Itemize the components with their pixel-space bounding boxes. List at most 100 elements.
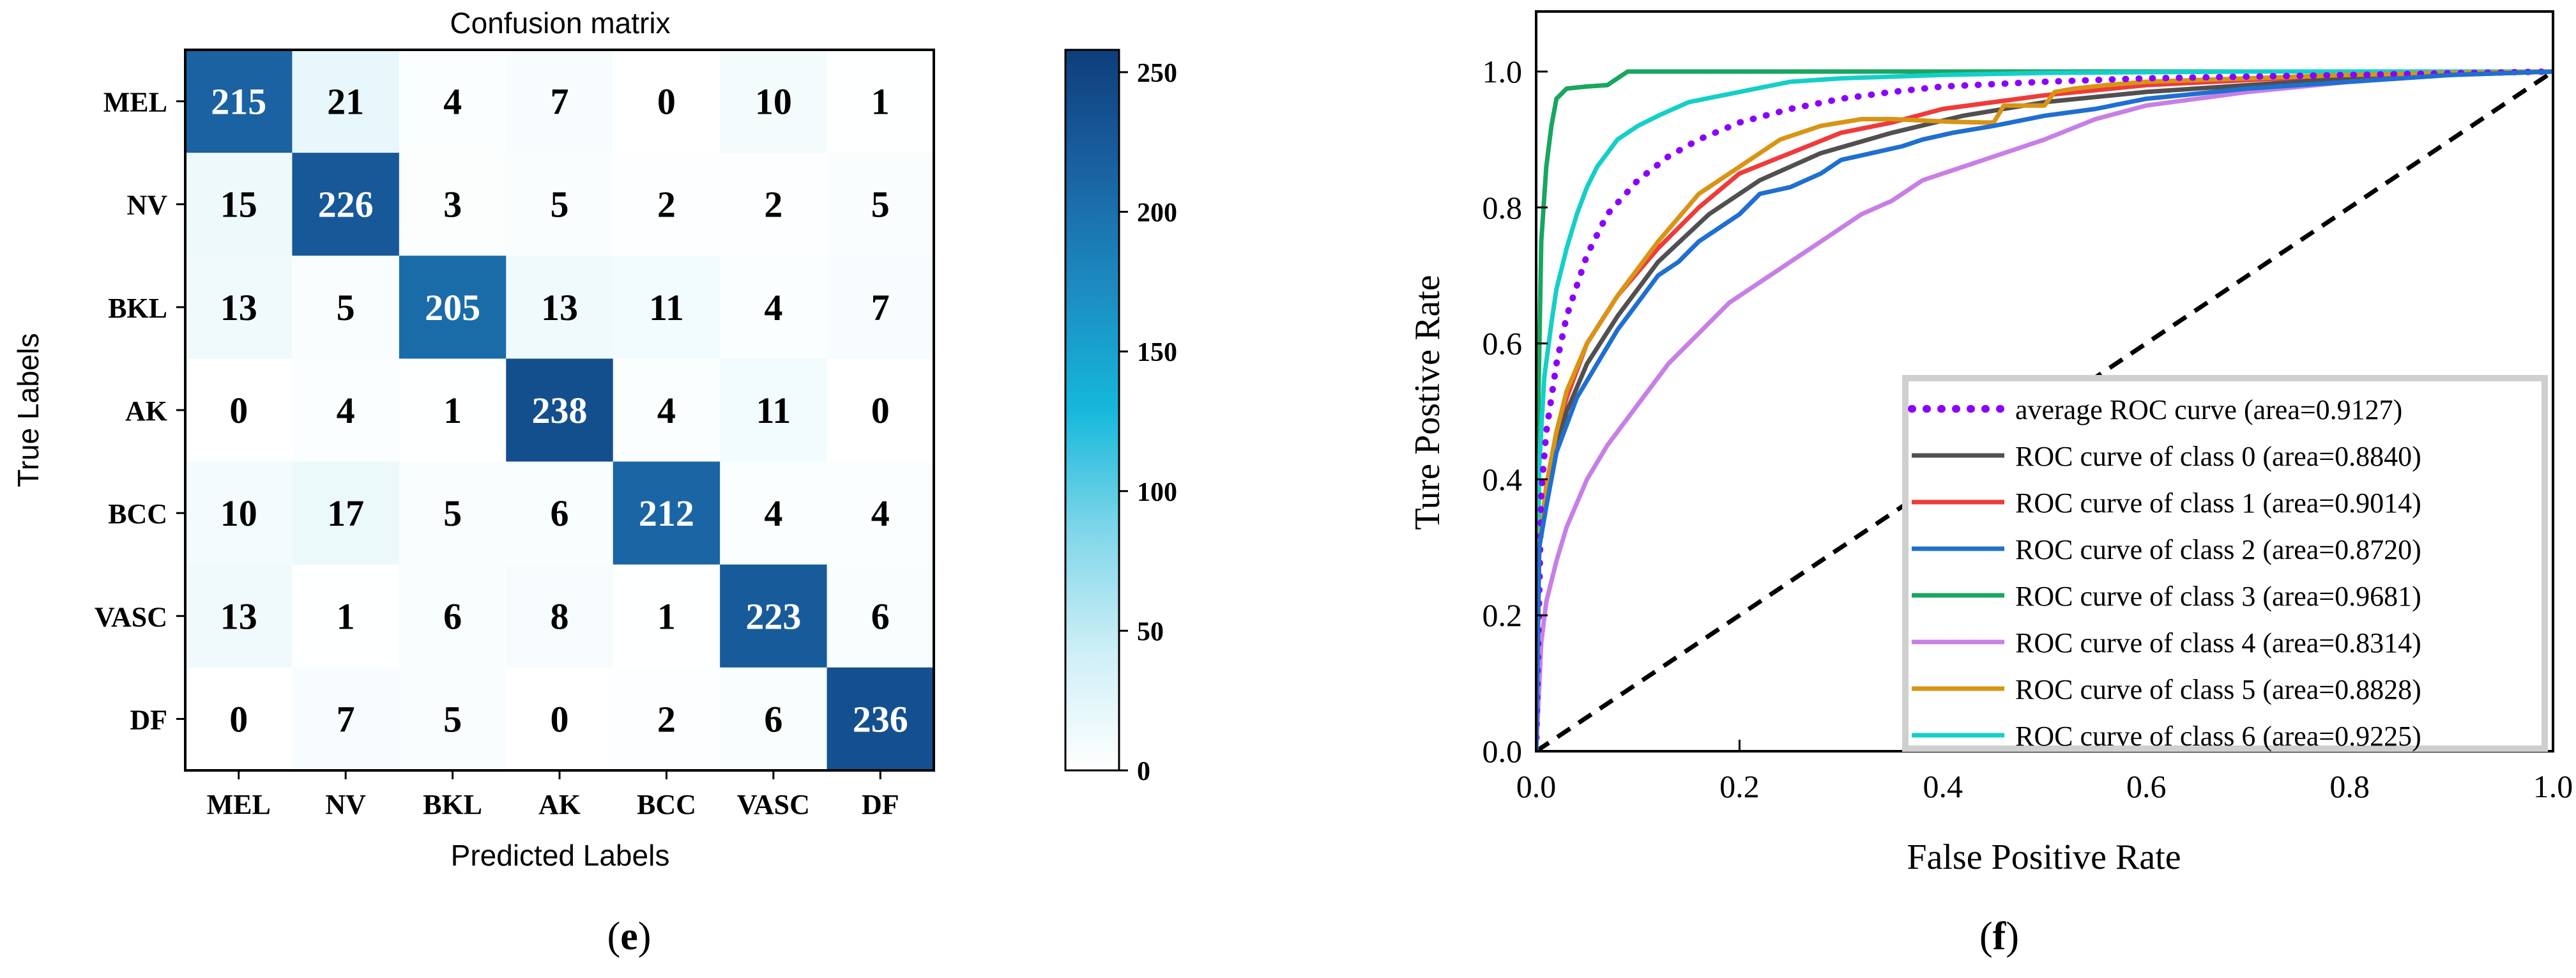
cm-value-ak-mel: 0 [229,390,248,431]
roc-legend: average ROC curve (area=0.9127) ROC curve… [1902,375,2548,752]
confusion-matrix-row-labels: MEL NV BKL AK BCC VASC DF [95,87,185,735]
roc-x-tick-label-0-0: 0.0 [1516,768,1557,804]
legend-label-roc-curve-of-class-3: ROC curve of class 3 (area=0.9681) [2015,581,2421,612]
colorbar-tick-label-0: 0 [1137,757,1150,786]
cm-value-vasc-bkl: 6 [443,595,462,637]
cm-value-nv-mel: 15 [220,184,257,225]
cm-value-ak-nv: 4 [337,390,355,431]
cm-cell-mel-bkl [399,50,507,153]
cm-col-label-bcc: BCC [637,789,696,820]
cm-cell-vasc-df [827,564,934,668]
cm-value-nv-nv: 226 [318,184,374,225]
legend-label-roc-curve-of-class-4: ROC curve of class 4 (area=0.8314) [2015,627,2421,659]
cm-value-df-nv: 7 [337,698,355,740]
legend-label-roc-curve-of-class-1: ROC curve of class 1 (area=0.9014) [2015,487,2421,519]
cm-cell-nv-nv [292,153,400,256]
cm-cell-ak-df [827,358,934,462]
cm-cell-df-ak [506,667,614,771]
roc-y-tick-label-1-0: 1.0 [1482,54,1523,89]
predicted-labels-axis-title: Predicted Labels [451,839,670,872]
cm-cell-mel-nv [292,50,400,153]
cm-value-ak-ak: 238 [532,390,588,431]
cm-col-label-bkl: BKL [423,789,482,820]
roc-x-tick-label-1-0: 1.0 [2533,768,2573,804]
roc-curves [1536,68,2553,751]
cm-cell-bcc-ak [506,461,614,565]
roc-x-ticks: 0.0 0.2 0.4 0.6 0.8 1.0 [1516,740,2573,804]
roc-y-tick-label-0-6: 0.6 [1482,326,1523,362]
colorbar-tick-label-150: 150 [1137,338,1177,367]
cm-cell-mel-mel [185,50,293,153]
cm-cell-ak-bkl [399,358,507,462]
cm-value-df-df: 236 [853,698,908,740]
roc-series-roc-curve-of-class-4 [1536,69,2553,751]
cm-cell-vasc-vasc [720,564,828,668]
cm-value-nv-vasc: 2 [764,184,782,225]
cm-value-nv-bkl: 3 [443,184,462,225]
cm-value-df-bkl: 5 [443,698,462,740]
cm-value-vasc-vasc: 223 [745,595,801,637]
cm-cell-nv-df [827,153,934,256]
cm-value-ak-df: 0 [871,390,890,431]
roc-x-tick-label-0-2: 0.2 [1719,768,1760,804]
cm-value-bkl-vasc: 4 [764,287,782,328]
cm-cell-bkl-ak [506,256,614,359]
legend-label-roc-curve-of-class-6: ROC curve of class 6 (area=0.9225) [2015,721,2421,752]
cm-cell-df-bcc [613,667,720,771]
cm-cell-bkl-bcc [613,256,720,359]
cm-value-vasc-df: 6 [871,595,890,637]
confusion-matrix-panel: Confusion matrix 215 21 4 7 0 10 115 226 3 5 2 2 513… [11,6,1177,958]
cm-cell-nv-bkl [399,153,507,256]
cm-cell-vasc-mel [185,564,293,668]
cm-value-nv-ak: 5 [551,184,569,225]
legend-label-roc-curve-of-class-2: ROC curve of class 2 (area=0.8720) [2015,534,2421,565]
cm-row-label-nv: NV [126,190,167,221]
cm-row-label-bcc: BCC [108,498,167,530]
cm-value-mel-bcc: 0 [657,81,676,123]
confusion-matrix-title: Confusion matrix [450,6,670,40]
cm-value-vasc-bcc: 1 [657,595,676,637]
cm-row-label-bkl: BKL [108,293,167,324]
false-positive-rate-axis-title: False Positive Rate [1907,837,2181,877]
cm-value-mel-mel: 215 [211,81,266,123]
cm-value-bcc-vasc: 4 [764,493,782,534]
legend-label-average-roc-curve: average ROC curve (area=0.9127) [2015,394,2402,425]
confusion-matrix-cells: 215 21 4 7 0 10 115 226 3 5 2 2 513 5 205 13 11 4 70 4 1 238 4… [185,50,934,771]
roc-series-roc-curve-of-class-2 [1536,69,2553,751]
colorbar-ticks: 0 50 100 150 200 250 [1119,59,1177,786]
cm-cell-nv-ak [506,153,614,256]
cm-cell-df-vasc [720,667,828,771]
cm-cell-bcc-bkl [399,461,507,565]
true-labels-axis-title: True Labels [11,333,45,487]
cm-value-vasc-ak: 8 [551,595,569,637]
colorbar-tick-label-200: 200 [1137,199,1177,228]
roc-legend-box [1902,375,2548,752]
cm-cell-bkl-df [827,256,934,359]
cm-cell-nv-mel [185,153,293,256]
cm-value-mel-vasc: 10 [755,81,792,123]
true-positive-rate-axis-title: Ture Postive Rate [1408,275,1447,530]
cm-cell-ak-nv [292,358,400,462]
cm-value-df-mel: 0 [229,698,248,740]
roc-x-tick-label-0-8: 0.8 [2329,768,2370,804]
cm-cell-bcc-bcc [613,461,720,565]
cm-cell-df-df [827,667,934,771]
colorbar [1064,49,1120,772]
cm-value-ak-bcc: 4 [657,390,676,431]
cm-cell-bkl-bkl [399,256,507,359]
cm-cell-ak-mel [185,358,293,462]
cm-value-df-vasc: 6 [764,698,782,740]
cm-value-bkl-df: 7 [871,287,890,328]
cm-col-label-vasc: VASC [737,789,810,820]
cm-cell-mel-vasc [720,50,828,153]
cm-cell-bkl-mel [185,256,293,359]
cm-value-bcc-df: 4 [871,493,890,534]
cm-cell-bcc-nv [292,461,400,565]
cm-value-nv-df: 5 [871,184,890,225]
cm-value-bkl-bcc: 11 [649,287,684,328]
cm-col-label-nv: NV [325,789,366,820]
cm-cell-bkl-vasc [720,256,828,359]
cm-value-bcc-mel: 10 [220,493,257,534]
cm-row-label-ak: AK [125,395,167,427]
confusion-matrix-column-labels: MEL NV BKL AK BCC VASC DF [207,770,899,820]
